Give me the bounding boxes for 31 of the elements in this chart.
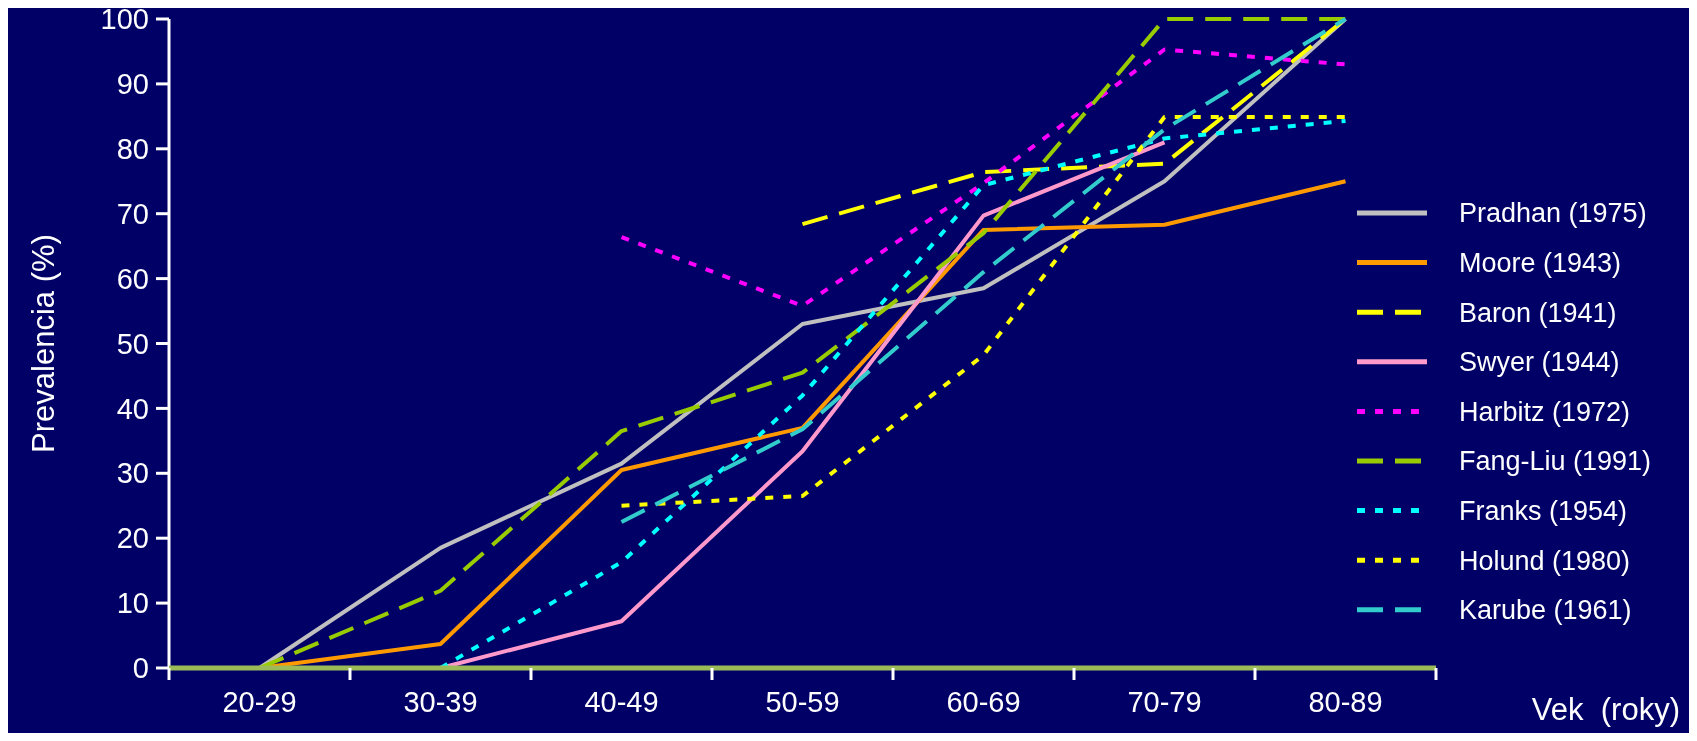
y-tick-label: 10 [116,587,149,620]
y-tick-label: 20 [116,522,149,555]
legend-label: Pradhan (1975) [1459,198,1647,229]
y-tick-label: 100 [100,3,149,36]
y-tick-label: 90 [116,68,149,101]
y-tick-label: 80 [116,132,149,165]
x-tick-label: 70-79 [1127,686,1202,718]
legend-label: Karube (1961) [1459,595,1632,626]
legend-label: Swyer (1944) [1459,347,1620,378]
line-series [619,47,1348,308]
legend-label: Moore (1943) [1459,248,1622,279]
y-tick-label: 40 [116,392,149,425]
line-series [619,17,1348,524]
y-tick-label: 30 [116,457,149,490]
x-tick-label: 80-89 [1308,686,1383,718]
y-axis-title: Prevalencia (%) [26,234,61,453]
legend-label: Baron (1941) [1459,297,1617,328]
x-tick-label: 50-59 [765,686,840,718]
y-tick-label: 0 [132,652,149,685]
legend-label: Franks (1954) [1459,496,1628,527]
legend-label: Fang-Liu (1991) [1459,446,1652,477]
legend-label: Holund (1980) [1459,545,1631,576]
x-tick-label: 60-69 [946,686,1021,718]
y-tick-label: 60 [116,262,149,295]
x-axis-title: Vek (roky) [1531,692,1680,727]
x-tick-label: 30-39 [403,686,478,718]
x-tick-label: 20-29 [222,686,297,718]
y-tick-label: 50 [116,327,149,360]
x-tick-label: 40-49 [584,686,659,718]
legend-label: Harbitz (1972) [1459,396,1631,427]
y-tick-label: 70 [116,197,149,230]
